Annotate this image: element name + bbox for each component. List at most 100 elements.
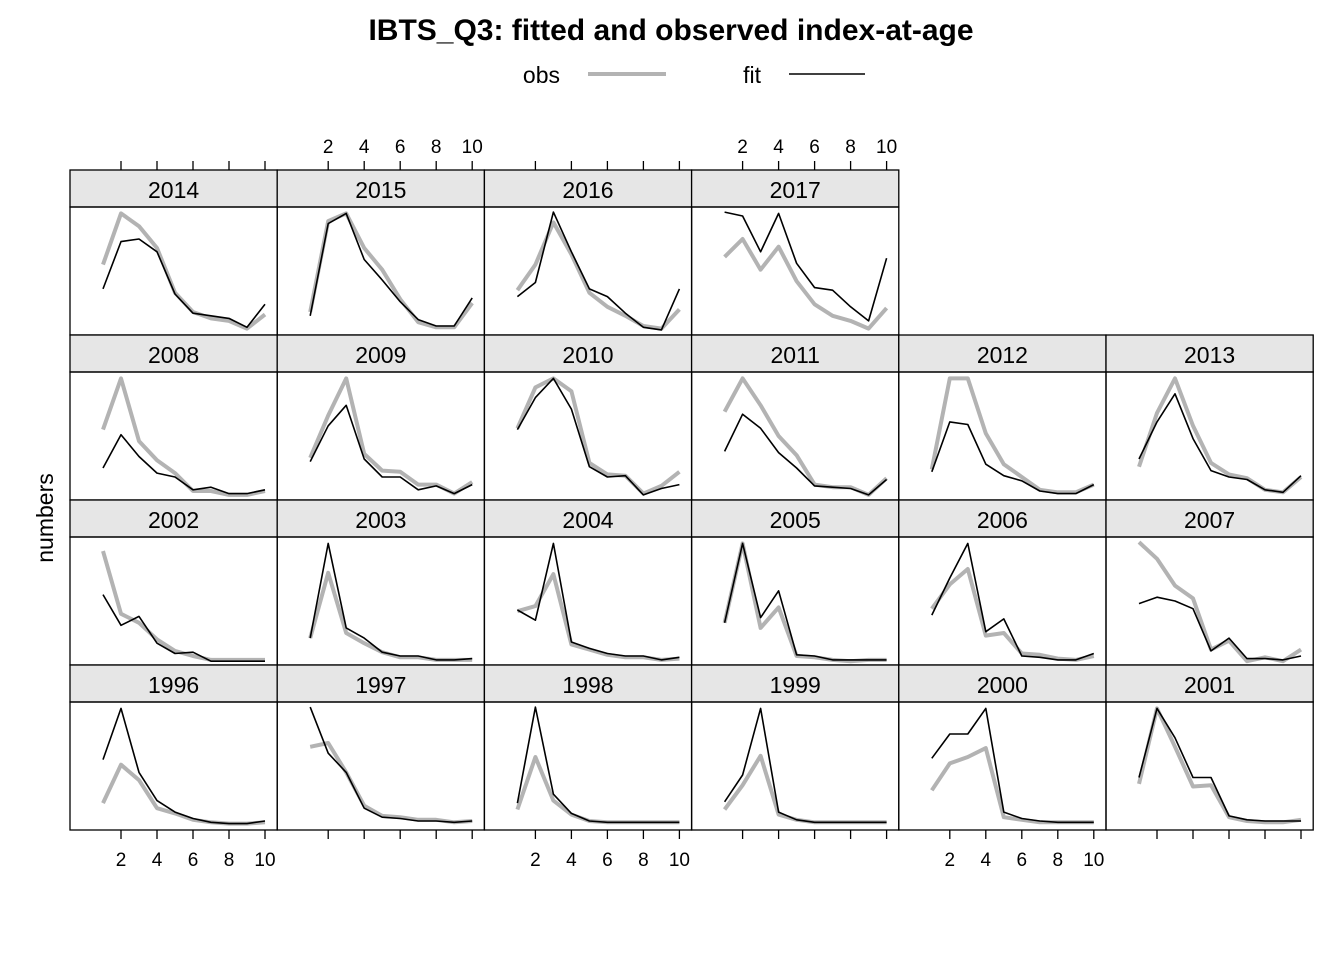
series-obs-line (515, 376, 681, 496)
x-tick-label: 8 (1053, 850, 1064, 871)
panel-frame (276, 371, 486, 501)
x-tick-label: 4 (981, 850, 992, 871)
series-obs-line (101, 550, 265, 662)
panel-frame (690, 206, 900, 336)
x-tick-label: 8 (845, 137, 856, 158)
panel-strip-label: 2008 (148, 342, 199, 368)
panel-strip (1105, 499, 1314, 538)
series-fit-line (723, 707, 887, 824)
panel-2005: 2005 (690, 499, 900, 666)
panel-2006: 2006 (898, 499, 1107, 666)
x-tick-label: 2 (323, 137, 334, 158)
series-fit-line (516, 706, 680, 824)
x-tick-label: 6 (1017, 850, 1028, 871)
panel-strip-label: 2016 (562, 177, 613, 203)
panel-strip-label: 1999 (770, 672, 821, 698)
series-fit-line (1138, 392, 1302, 494)
series-fit-line (724, 211, 888, 322)
panel-2017: 2017 (690, 169, 900, 336)
panel-1997: 1997 (276, 664, 486, 831)
panel-strip-label: 2007 (1184, 507, 1235, 533)
panel-strip-label: 2009 (355, 342, 406, 368)
panel-1999: 1999 (690, 664, 900, 831)
series-fit-line (102, 433, 266, 495)
series-obs-line (308, 570, 473, 662)
panel-2010: 2010 (483, 334, 693, 501)
series-obs-line (515, 755, 680, 825)
series-fit-line (516, 211, 681, 331)
panel-strip (276, 664, 486, 703)
x-tick-label: 6 (395, 137, 406, 158)
panel-strip-label: 2010 (562, 342, 613, 368)
panel-frame (690, 536, 900, 666)
panel-2007: 2007 (1105, 499, 1314, 666)
panel-strip (69, 334, 278, 373)
panel-frame (483, 536, 693, 666)
panel-strip-label: 2015 (355, 177, 406, 203)
panel-strip (276, 499, 486, 538)
x-tick-label: 4 (773, 137, 784, 158)
panel-frame (483, 371, 693, 501)
panel-strip (898, 499, 1107, 538)
panel-strip (483, 169, 693, 208)
panel-2012: 2012 (898, 334, 1107, 501)
series-fit-line (309, 212, 473, 327)
series-fit-line (931, 421, 1095, 495)
panel-strip-label: 2003 (355, 507, 406, 533)
panel-strip-label: 1998 (562, 672, 613, 698)
series-fit-line (102, 594, 265, 663)
panel-strip-label: 2013 (1184, 342, 1235, 368)
x-tick-label: 2 (116, 850, 127, 871)
panel-frame (1105, 371, 1314, 501)
panel-strip (898, 334, 1107, 373)
series-fit-line (517, 542, 680, 661)
legend: obs fit (523, 62, 865, 88)
panel-frame (69, 371, 278, 501)
panels: 2014 2015 2016 2017 2008 2009 2010 2011 2012 2013… (69, 137, 1314, 871)
series-obs-line (308, 211, 474, 330)
panel-frame (690, 701, 900, 831)
series-fit-line (309, 542, 473, 661)
series-fit-line (516, 377, 680, 496)
x-tick-label: 8 (638, 850, 649, 871)
series-obs-line (309, 741, 473, 825)
x-tick-label: 10 (876, 137, 897, 158)
panel-frame (483, 206, 693, 336)
panel-strip-label: 2006 (977, 507, 1028, 533)
x-tick-label: 10 (1083, 850, 1104, 871)
panel-strip (690, 499, 900, 538)
x-tick-label: 2 (530, 850, 541, 871)
series-fit-line (723, 413, 888, 496)
panel-strip-label: 2001 (1184, 672, 1235, 698)
panel-2002: 2002 (69, 499, 278, 666)
x-tick-label: 2 (737, 137, 748, 158)
panel-frame (898, 371, 1107, 501)
series-fit-line (309, 404, 473, 495)
panel-strip-label: 1996 (148, 672, 199, 698)
panel-2003: 2003 (276, 499, 486, 666)
panel-strip-label: 2017 (770, 177, 821, 203)
panel-strip-label: 2005 (770, 507, 821, 533)
series-obs-line (1137, 706, 1302, 825)
y-axis-label: numbers (32, 473, 58, 562)
panel-frame (69, 206, 278, 336)
series-obs-line (930, 746, 1094, 825)
series-fit-line (309, 706, 473, 824)
panel-strip (69, 664, 278, 703)
panel-strip-label: 2004 (562, 507, 613, 533)
series-fit-line (102, 238, 266, 329)
panel-strip (69, 499, 278, 538)
panel-strip-label: 2012 (977, 342, 1028, 368)
series-obs-line (515, 220, 681, 331)
x-tick-label: 10 (669, 850, 690, 871)
panel-strip (690, 169, 900, 208)
series-obs-line (722, 753, 887, 825)
panel-strip (276, 169, 486, 208)
x-tick-label: 6 (602, 850, 613, 871)
panel-2016: 2016 (483, 169, 693, 336)
panel-strip (690, 664, 900, 703)
panel-2008: 2008 (69, 334, 278, 501)
series-fit-line (102, 707, 266, 825)
panel-frame (69, 536, 278, 666)
